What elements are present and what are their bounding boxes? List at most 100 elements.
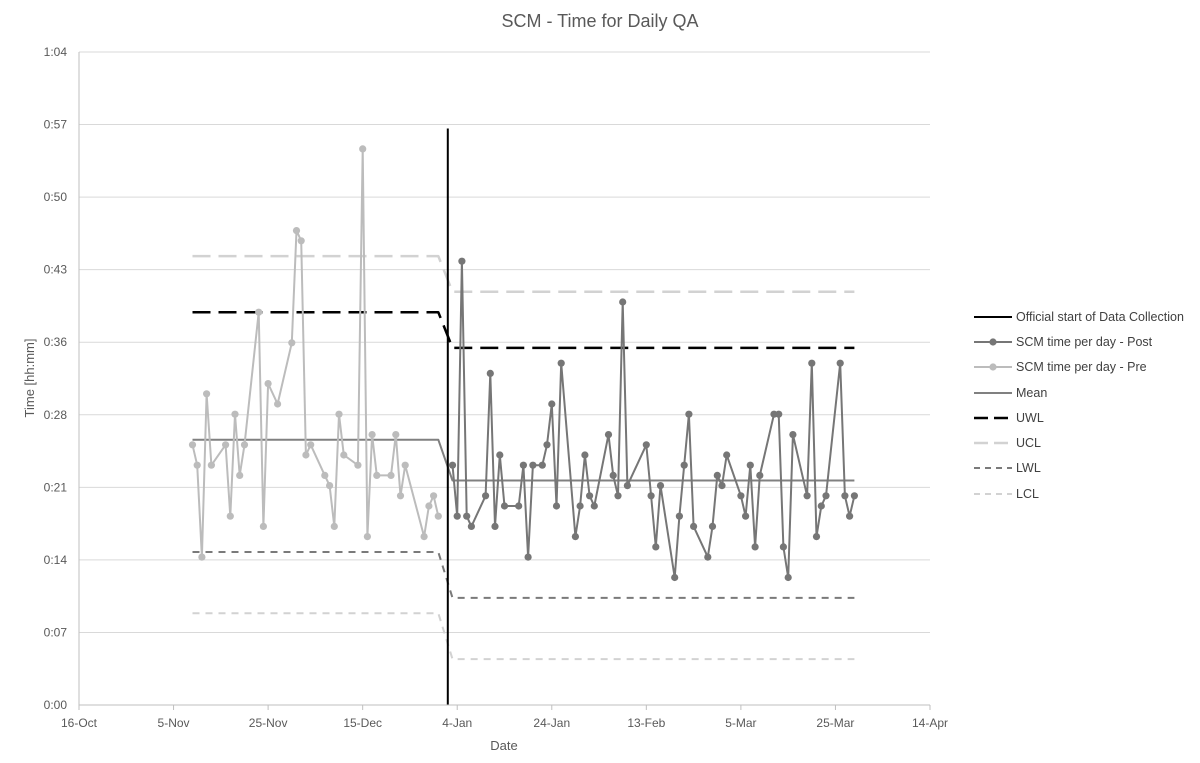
y-tick-label: 0:43 bbox=[44, 263, 68, 277]
data-point bbox=[623, 482, 632, 490]
data-point bbox=[255, 308, 263, 316]
data-point bbox=[557, 359, 565, 367]
data-point bbox=[652, 543, 660, 551]
legend-label: SCM time per day - Pre bbox=[1016, 360, 1147, 375]
data-point bbox=[779, 543, 788, 551]
data-point bbox=[590, 502, 598, 510]
legend-swatch bbox=[974, 467, 1012, 470]
data-point bbox=[401, 461, 409, 469]
data-point bbox=[240, 441, 249, 449]
data-point bbox=[496, 451, 504, 459]
data-point bbox=[604, 431, 613, 439]
data-point bbox=[789, 431, 797, 439]
legend-item-ucl: UCL bbox=[972, 430, 1184, 455]
legend-item-official-start-of-data-collection: Official start of Data Collection bbox=[972, 304, 1184, 329]
data-point bbox=[326, 482, 334, 490]
series-line-mean bbox=[192, 438, 855, 482]
data-point bbox=[335, 410, 343, 418]
data-point bbox=[746, 461, 754, 469]
data-point bbox=[708, 522, 717, 531]
data-point bbox=[609, 471, 617, 479]
data-point bbox=[576, 502, 584, 510]
data-point bbox=[321, 471, 329, 479]
data-point bbox=[614, 492, 622, 500]
legend-item-lcl: LCL bbox=[972, 481, 1184, 506]
data-point bbox=[647, 492, 655, 500]
series-scm-time-per-day-post bbox=[448, 257, 859, 582]
data-point bbox=[656, 482, 665, 490]
data-point bbox=[552, 502, 561, 510]
data-point bbox=[690, 522, 698, 531]
y-tick-label: 0:50 bbox=[44, 190, 68, 204]
gridlines bbox=[79, 51, 930, 633]
data-point bbox=[751, 543, 759, 551]
data-point bbox=[354, 461, 362, 469]
y-tick-label: 0:28 bbox=[44, 408, 68, 422]
data-point bbox=[448, 461, 457, 469]
legend-item-scm-time-per-day-pre: SCM time per day - Pre bbox=[972, 355, 1184, 380]
chart-legend: Official start of Data Collection SCM tim… bbox=[972, 304, 1184, 506]
y-tick-label: 0:00 bbox=[44, 698, 68, 712]
data-point bbox=[231, 410, 239, 418]
x-tick-label: 14-Apr bbox=[912, 716, 948, 730]
data-point bbox=[822, 492, 830, 500]
data-point bbox=[198, 553, 206, 561]
series-line-lcl bbox=[192, 612, 855, 661]
series-line-lwl bbox=[192, 551, 855, 599]
data-point bbox=[524, 553, 532, 561]
x-tick-label: 5-Nov bbox=[158, 716, 190, 730]
legend-item-uwl: UWL bbox=[972, 405, 1184, 430]
data-point bbox=[222, 441, 230, 449]
legend-label: SCM time per day - Post bbox=[1016, 334, 1153, 349]
legend-label: Mean bbox=[1016, 385, 1048, 400]
data-point bbox=[737, 492, 745, 500]
x-tick-label: 16-Oct bbox=[61, 716, 98, 730]
data-point bbox=[723, 451, 731, 459]
data-point bbox=[756, 471, 764, 479]
data-point bbox=[784, 573, 792, 582]
chart-title: SCM - Time for Daily QA bbox=[501, 11, 698, 31]
data-point bbox=[718, 482, 726, 490]
data-point bbox=[288, 339, 296, 347]
legend-swatch bbox=[974, 416, 1012, 420]
data-point bbox=[675, 512, 684, 520]
data-point bbox=[515, 502, 523, 510]
data-point bbox=[425, 502, 433, 510]
data-point bbox=[363, 533, 371, 541]
x-tick-label: 24-Jan bbox=[533, 716, 570, 730]
legend-item-scm-time-per-day-post: SCM time per day - Post bbox=[972, 329, 1184, 354]
data-point bbox=[188, 441, 197, 449]
y-tick-label: 1:04 bbox=[44, 45, 68, 59]
series-line-scm-time-per-day-post bbox=[451, 260, 856, 579]
data-point bbox=[619, 298, 627, 306]
data-point bbox=[812, 533, 821, 541]
data-point bbox=[207, 461, 215, 469]
data-point bbox=[486, 369, 494, 377]
data-point bbox=[529, 461, 537, 469]
data-point bbox=[236, 471, 244, 479]
data-point bbox=[307, 441, 315, 449]
y-axis-title: Time [hh:mm] bbox=[22, 339, 37, 418]
data-point bbox=[704, 553, 712, 561]
data-point bbox=[387, 471, 395, 479]
x-tick-label: 25-Mar bbox=[816, 716, 854, 730]
data-point bbox=[458, 257, 466, 265]
legend-item-lwl: LWL bbox=[972, 456, 1184, 481]
series-line-uwl bbox=[192, 310, 855, 350]
data-point bbox=[808, 359, 816, 367]
data-point bbox=[671, 573, 679, 582]
data-point bbox=[586, 492, 594, 500]
axes: 0:00 0:07 0:14 0:21 0:28 0:36 0:43 0:50 0:57 1:04… bbox=[44, 45, 948, 730]
legend-label: LWL bbox=[1016, 461, 1041, 476]
data-point bbox=[500, 502, 509, 510]
data-point bbox=[368, 431, 376, 439]
data-point bbox=[340, 451, 348, 459]
data-point bbox=[396, 492, 405, 500]
legend-marker bbox=[989, 363, 997, 371]
data-point bbox=[581, 451, 589, 459]
x-tick-label: 25-Nov bbox=[249, 716, 288, 730]
data-point bbox=[359, 145, 367, 153]
data-point bbox=[775, 410, 783, 418]
series-lwl bbox=[192, 551, 855, 599]
